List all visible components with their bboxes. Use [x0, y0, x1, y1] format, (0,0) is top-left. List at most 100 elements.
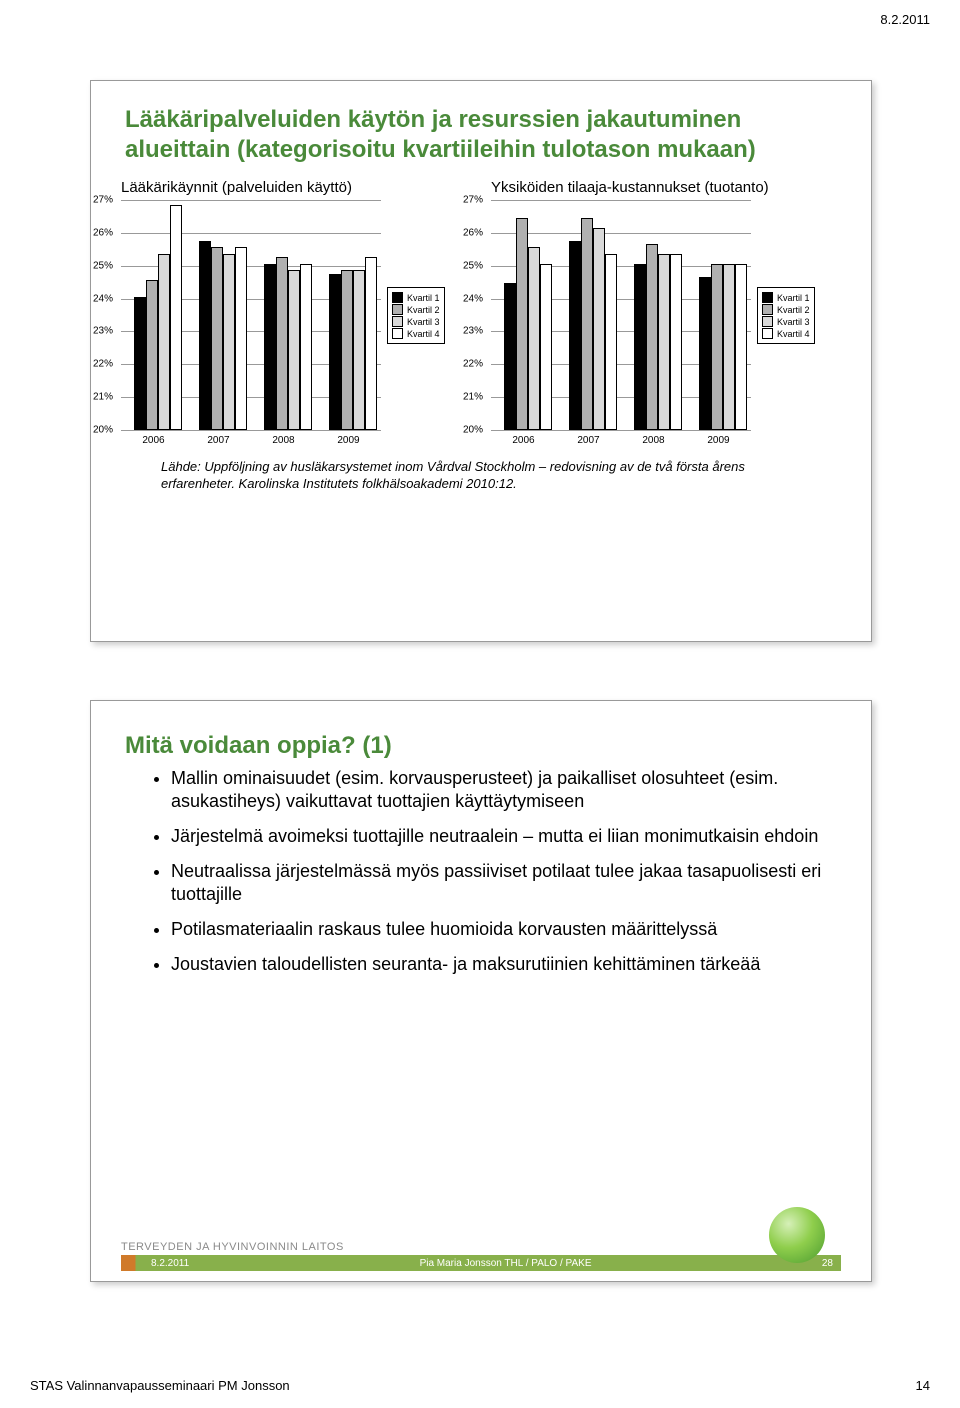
- bar-group: [264, 257, 312, 430]
- chart-right: 20%21%22%23%24%25%26%27%2006200720082009: [491, 200, 751, 431]
- ytick-label: 20%: [463, 425, 483, 436]
- chart-left-title: Lääkärikäynnit (palveluiden käyttö): [121, 179, 471, 196]
- ytick-label: 22%: [93, 359, 113, 370]
- legend-swatch: [762, 316, 773, 327]
- page-footer: STAS Valinnanvapausseminaari PM Jonsson …: [30, 1378, 930, 1393]
- bar: [516, 218, 528, 430]
- slide2-title: Mitä voidaan oppia? (1): [125, 731, 837, 761]
- xcat-label: 2009: [707, 435, 729, 446]
- bar: [288, 270, 300, 430]
- bar: [605, 254, 617, 430]
- bar: [211, 247, 223, 430]
- legend-label: Kvartil 2: [777, 305, 810, 315]
- bullet-item: Neutraalissa järjestelmässä myös passiiv…: [171, 860, 831, 906]
- bar: [723, 264, 735, 430]
- xcat-label: 2006: [142, 435, 164, 446]
- ytick-label: 26%: [93, 227, 113, 238]
- legend-swatch: [762, 328, 773, 339]
- legend-row: Kvartil 2: [762, 304, 810, 315]
- bar-group: [329, 257, 377, 430]
- footer-date: 8.2.2011: [151, 1258, 189, 1269]
- xcat-label: 2006: [512, 435, 534, 446]
- bar: [365, 257, 377, 430]
- xcat-label: 2008: [272, 435, 294, 446]
- legend-label: Kvartil 4: [407, 329, 440, 339]
- xcat-label: 2007: [577, 435, 599, 446]
- legend-row: Kvartil 1: [392, 292, 440, 303]
- bar: [646, 244, 658, 430]
- slide-footer: TERVEYDEN JA HYVINVOINNIN LAITOS 8.2.201…: [121, 1241, 841, 1271]
- bar: [353, 270, 365, 430]
- bar: [341, 270, 353, 430]
- bar: [170, 205, 182, 430]
- chart-left-block: Lääkärikäynnit (palveluiden käyttö) 20%2…: [121, 179, 471, 431]
- ytick-label: 24%: [463, 293, 483, 304]
- bar: [569, 241, 581, 430]
- globe-icon: [769, 1207, 825, 1263]
- bar: [528, 247, 540, 430]
- bar-group: [199, 241, 247, 430]
- bar-group: [699, 264, 747, 430]
- slide-bullets: Mitä voidaan oppia? (1) Mallin ominaisuu…: [90, 700, 872, 1282]
- xcat-label: 2008: [642, 435, 664, 446]
- legend-label: Kvartil 3: [407, 317, 440, 327]
- legend-row: Kvartil 2: [392, 304, 440, 315]
- bar: [199, 241, 211, 430]
- chart-right-title: Yksiköiden tilaaja-kustannukset (tuotant…: [491, 179, 841, 196]
- bar: [735, 264, 747, 430]
- bar: [134, 297, 146, 430]
- page: 8.2.2011 Lääkäripalveluiden käytön ja re…: [0, 0, 960, 1408]
- footer-org: TERVEYDEN JA HYVINVOINNIN LAITOS: [121, 1241, 841, 1253]
- legend-row: Kvartil 4: [762, 328, 810, 339]
- bar-group: [569, 218, 617, 430]
- legend-right: Kvartil 1 Kvartil 2 Kvartil 3 Kvartil 4: [757, 287, 815, 344]
- bar: [276, 257, 288, 430]
- legend-row: Kvartil 1: [762, 292, 810, 303]
- page-footer-right: 14: [916, 1378, 930, 1393]
- bullet-item: Joustavien taloudellisten seuranta- ja m…: [171, 953, 831, 976]
- legend-label: Kvartil 1: [777, 293, 810, 303]
- bar: [540, 264, 552, 430]
- slide1-title: Lääkäripalveluiden käytön ja resurssien …: [125, 105, 837, 165]
- legend-swatch: [762, 292, 773, 303]
- bar: [264, 264, 276, 430]
- bar: [504, 283, 516, 430]
- legend-left: Kvartil 1Kvartil 2 Kvartil 3 Kvartil 4: [387, 287, 445, 344]
- legend-swatch: [392, 304, 403, 315]
- legend-label: Kvartil 1: [407, 293, 440, 303]
- bar-group: [634, 244, 682, 430]
- bar: [581, 218, 593, 430]
- bar: [223, 254, 235, 430]
- header-date: 8.2.2011: [880, 12, 930, 27]
- bar: [158, 254, 170, 430]
- ytick-label: 23%: [93, 326, 113, 337]
- ytick-label: 27%: [93, 195, 113, 206]
- bar: [699, 277, 711, 430]
- page-footer-left: STAS Valinnanvapausseminaari PM Jonsson: [30, 1378, 290, 1393]
- bar: [146, 280, 158, 430]
- legend-label: Kvartil 3: [777, 317, 810, 327]
- ytick-label: 24%: [93, 293, 113, 304]
- xcat-label: 2009: [337, 435, 359, 446]
- chart-right-block: Yksiköiden tilaaja-kustannukset (tuotant…: [491, 179, 841, 431]
- bar: [711, 264, 723, 430]
- ytick-label: 21%: [93, 392, 113, 403]
- ytick-label: 27%: [463, 195, 483, 206]
- bullet-item: Järjestelmä avoimeksi tuottajille neutra…: [171, 825, 831, 848]
- bar: [235, 247, 247, 430]
- xcat-label: 2007: [207, 435, 229, 446]
- legend-label: Kvartil 4: [777, 329, 810, 339]
- charts-row: Lääkärikäynnit (palveluiden käyttö) 20%2…: [121, 179, 841, 431]
- legend-swatch: [762, 304, 773, 315]
- bar-group: [504, 218, 552, 430]
- bar: [634, 264, 646, 430]
- bullet-list: Mallin ominaisuudet (esim. korvausperust…: [131, 767, 831, 976]
- bar: [329, 274, 341, 430]
- ytick-label: 21%: [463, 392, 483, 403]
- ytick-label: 25%: [463, 260, 483, 271]
- footer-pagenum: 28: [822, 1258, 833, 1269]
- legend-swatch: [392, 316, 403, 327]
- bullet-item: Mallin ominaisuudet (esim. korvausperust…: [171, 767, 831, 813]
- bullet-item: Potilasmateriaalin raskaus tulee huomioi…: [171, 918, 831, 941]
- bar: [670, 254, 682, 430]
